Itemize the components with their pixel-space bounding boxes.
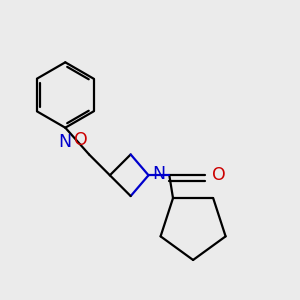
Text: O: O [74, 131, 88, 149]
Text: N: N [152, 165, 165, 183]
Text: N: N [59, 133, 72, 151]
Text: O: O [212, 166, 225, 184]
